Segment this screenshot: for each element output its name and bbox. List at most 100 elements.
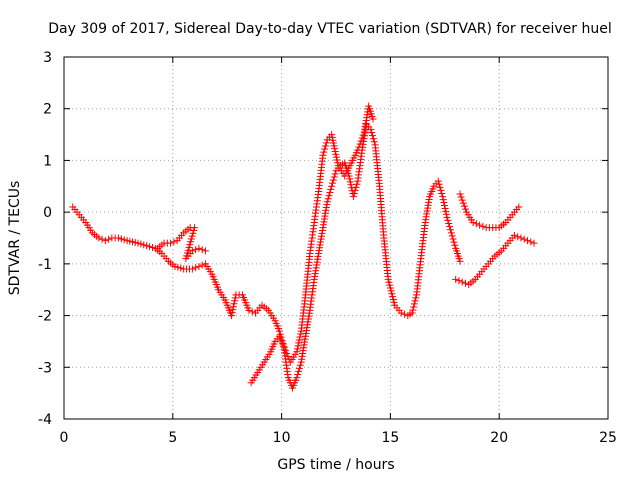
data-point-marker: [458, 196, 466, 204]
data-point-marker: [297, 330, 305, 338]
data-point-marker: [327, 185, 335, 193]
data-point-marker: [326, 188, 334, 196]
data-point-marker: [384, 275, 392, 283]
data-point-marker: [349, 193, 357, 201]
data-point-marker: [389, 293, 397, 301]
data-point-marker: [369, 132, 377, 140]
data-point-marker: [457, 193, 465, 201]
data-point-marker: [195, 262, 203, 270]
data-point-marker: [451, 241, 459, 249]
series-track-b: [154, 102, 377, 387]
data-point-marker: [469, 218, 477, 226]
data-point-marker: [294, 371, 302, 379]
tick-labels: 0 5 10 15 20 25 -4 -3 -2 -1 0 1 2 3: [38, 50, 617, 446]
data-point-marker: [324, 195, 332, 203]
axis-ticks: [63, 56, 609, 420]
data-point-marker: [143, 242, 151, 250]
data-point-marker: [198, 261, 206, 269]
data-point-marker: [192, 264, 200, 272]
data-point-marker: [367, 125, 375, 133]
data-point-marker: [167, 239, 175, 247]
data-point-marker: [386, 281, 394, 289]
data-point-marker: [148, 243, 156, 251]
data-point-marker: [284, 352, 292, 360]
data-point-marker: [448, 232, 456, 240]
data-point-marker: [440, 199, 448, 207]
data-point-marker: [385, 278, 393, 286]
data-point-marker: [117, 235, 125, 243]
y-tick-label: -2: [38, 309, 52, 325]
y-tick-label: 1: [43, 153, 52, 169]
data-point-marker: [434, 177, 442, 185]
data-point-marker: [388, 290, 396, 298]
y-tick-label: 0: [43, 205, 52, 221]
data-point-marker: [134, 239, 142, 247]
y-axis-label: SDTVAR / TECUs: [7, 181, 23, 296]
series-track-a: [69, 120, 464, 392]
data-point-marker: [445, 220, 453, 228]
data-point-marker: [476, 221, 484, 229]
data-point-marker: [369, 135, 377, 143]
data-point-marker: [514, 233, 522, 241]
series-track-c: [452, 190, 538, 289]
data-point-marker: [198, 246, 206, 254]
x-tick-label: 0: [60, 430, 69, 446]
data-point-marker: [357, 137, 365, 145]
data-point-marker: [295, 339, 303, 347]
data-point-marker: [293, 348, 301, 356]
data-point-marker: [510, 231, 518, 239]
data-point-marker: [446, 223, 454, 231]
data-point-marker: [358, 134, 366, 142]
data-point-marker: [439, 193, 447, 201]
data-point-marker: [331, 170, 339, 178]
data-point-marker: [230, 300, 238, 308]
data-point-marker: [440, 201, 448, 209]
data-point-marker: [347, 181, 355, 189]
data-point-marker: [177, 264, 185, 272]
data-point-marker: [460, 202, 468, 210]
data-point-marker: [409, 306, 417, 314]
grid-lines: [64, 57, 608, 419]
data-point-marker: [98, 235, 106, 243]
data-point-marker: [472, 220, 480, 228]
data-point-marker: [295, 367, 303, 375]
data-point-marker: [228, 312, 236, 320]
data-point-marker: [192, 246, 200, 254]
data-point-marker: [174, 263, 182, 271]
data-point-marker: [435, 180, 443, 188]
data-point-marker: [283, 349, 291, 357]
data-point-marker: [387, 287, 395, 295]
data-point-marker: [346, 175, 354, 183]
data-point-marker: [248, 308, 256, 316]
y-tick-label: 2: [43, 102, 52, 118]
x-axis-label: GPS time / hours: [277, 457, 394, 473]
data-point-marker: [456, 257, 464, 265]
data-point-marker: [101, 237, 109, 245]
data-point-marker: [245, 306, 253, 314]
data-point-marker: [452, 275, 460, 283]
data-point-marker: [410, 300, 418, 308]
data-point-marker: [293, 374, 301, 382]
data-point-marker: [171, 262, 179, 270]
data-point-marker: [114, 234, 122, 242]
data-point-marker: [201, 247, 209, 255]
data-point-marker: [354, 146, 362, 154]
data-point-marker: [95, 234, 103, 242]
data-point-marker: [228, 309, 236, 317]
data-point-marker: [295, 364, 303, 372]
data-point-marker: [479, 222, 487, 230]
data-point-marker: [279, 341, 287, 349]
data-point-marker: [105, 235, 113, 243]
y-tick-label: -4: [38, 412, 52, 428]
data-point-marker: [444, 216, 452, 224]
data-point-marker: [296, 361, 304, 369]
data-point-marker: [188, 247, 196, 255]
data-point-marker: [386, 284, 394, 292]
data-point-marker: [353, 180, 361, 188]
data-point-marker: [461, 205, 469, 213]
data-point-marker: [293, 345, 301, 353]
data-point-marker: [330, 173, 338, 181]
data-point-marker: [321, 145, 329, 153]
data-point-marker: [195, 244, 203, 252]
